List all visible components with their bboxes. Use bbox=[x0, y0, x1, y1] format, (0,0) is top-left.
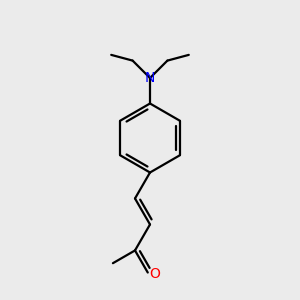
Text: N: N bbox=[145, 71, 155, 85]
Text: O: O bbox=[149, 267, 160, 281]
